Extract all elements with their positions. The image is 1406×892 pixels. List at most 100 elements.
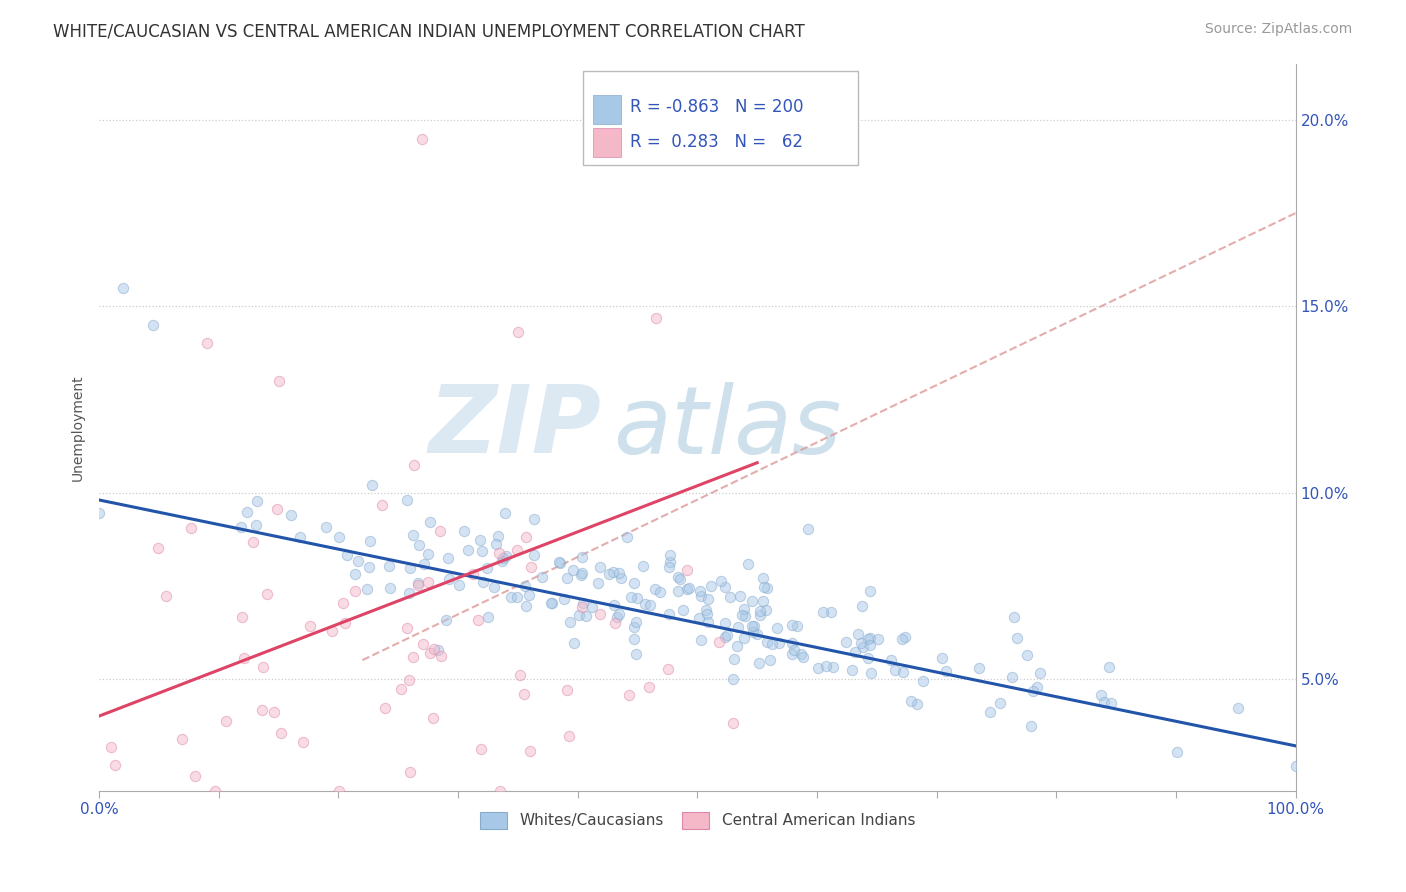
Point [650,585,672,599]
Point [404,458,426,472]
Text: R =  0.283   N =   62: R = 0.283 N = 62 [630,133,803,151]
Point [823,660,845,674]
Point [434,613,457,627]
Point [250,703,273,717]
Point [589,607,612,622]
Point [645,311,668,326]
Point [371,498,394,512]
Point [423,642,446,657]
Point [475,561,498,575]
Point [408,538,430,552]
Point [790,647,813,661]
Point [215,714,238,729]
Point [709,574,731,588]
Point [737,558,759,572]
Point [659,555,682,569]
Point [245,518,267,533]
Point [644,582,666,597]
Point [589,560,612,574]
Point [713,616,735,631]
Point [506,591,529,605]
Point [598,567,620,582]
Point [419,515,441,529]
Point [707,634,730,648]
Point [617,688,640,702]
Point [856,651,879,665]
Point [891,665,914,680]
Point [866,632,889,647]
Text: atlas: atlas [613,382,842,473]
Point [815,658,838,673]
Point [844,645,866,659]
Point [505,543,527,558]
Point [486,528,509,542]
Point [905,698,928,712]
Point [581,600,603,615]
Point [520,560,543,574]
Point [328,530,350,544]
Point [266,501,288,516]
Point [429,524,451,538]
Point [602,565,624,579]
Point [846,627,869,641]
Point [1284,758,1306,772]
Point [734,608,756,623]
Point [430,648,453,663]
Point [402,650,425,665]
Point [204,783,226,797]
Point [195,336,218,351]
Point [419,646,441,660]
Point [470,742,492,756]
Point [568,607,591,622]
Point [315,520,337,534]
Point [553,591,575,606]
Point [89,506,111,520]
Point [401,528,423,542]
Point [571,599,593,614]
Point [256,587,278,601]
Point [1022,683,1045,698]
Point [638,680,661,694]
Point [852,640,875,655]
Point [835,635,858,649]
Point [700,579,723,593]
Point [748,604,770,618]
Point [755,603,778,617]
Point [406,577,429,591]
Point [548,555,571,569]
Point [437,572,460,586]
Point [233,651,256,665]
Point [557,571,579,585]
Point [467,613,489,627]
Point [399,561,422,575]
Point [477,610,499,624]
Point [620,590,643,604]
Point [748,656,770,670]
Point [935,664,957,678]
Point [229,520,252,534]
Point [731,608,754,623]
Point [412,637,434,651]
Point [631,558,654,573]
Point [449,578,471,592]
Point [571,566,593,581]
Point [377,559,399,574]
Point [395,621,418,635]
Point [786,618,808,632]
Point [883,663,905,677]
Point [343,567,366,582]
Point [741,593,763,607]
Point [1099,696,1122,710]
Point [530,570,553,584]
Point [499,591,522,605]
Point [142,318,165,332]
Point [979,706,1001,720]
Point [605,615,627,630]
Point [666,570,689,584]
Point [512,687,534,701]
Point [172,731,194,746]
Point [1025,680,1047,694]
Point [457,543,479,558]
Point [780,618,803,632]
Point [411,131,433,145]
